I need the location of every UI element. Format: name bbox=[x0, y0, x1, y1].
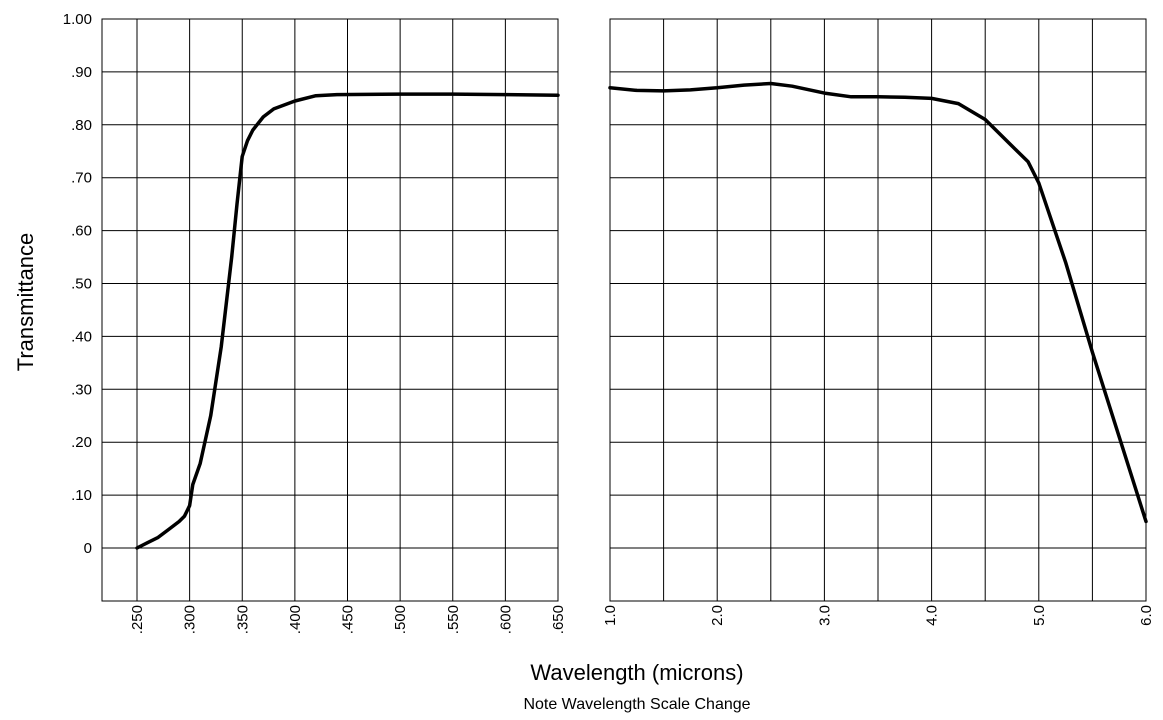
panel-frame bbox=[101, 18, 559, 602]
y-tick-label: .90 bbox=[71, 64, 92, 81]
y-tick-label: .70 bbox=[71, 170, 92, 187]
x-tick-label: .300 bbox=[182, 605, 199, 634]
x-tick-label: 5.0 bbox=[1031, 605, 1048, 626]
x-tick-label: 4.0 bbox=[924, 605, 941, 626]
x-tick-label: 2.0 bbox=[709, 605, 726, 626]
x-axis-title: Wavelength (microns) bbox=[530, 660, 743, 685]
x-tick-label: .600 bbox=[497, 605, 514, 634]
y-tick-label: .80 bbox=[71, 117, 92, 134]
y-tick-label: .30 bbox=[71, 381, 92, 398]
right-panel-ir: 1.0 2.0 3.0 4.0 5.0 6.0 bbox=[602, 18, 1155, 626]
x-tick-label: .650 bbox=[550, 605, 567, 634]
x-tick-label: .500 bbox=[392, 605, 409, 634]
y-tick-label: 0 bbox=[84, 540, 92, 557]
x-tick-label: 3.0 bbox=[816, 605, 833, 626]
x-tick-label: 1.0 bbox=[602, 605, 619, 626]
y-tick-label: 1.00 bbox=[63, 11, 92, 28]
x-tick-label: .400 bbox=[287, 605, 304, 634]
y-tick-label: .20 bbox=[71, 434, 92, 451]
x-tick-label: .250 bbox=[129, 605, 146, 634]
x-tick-label: .350 bbox=[234, 605, 251, 634]
y-tick-label: .40 bbox=[71, 328, 92, 345]
x-tick-label: .450 bbox=[340, 605, 357, 634]
left-panel-uv: .250 .300 .350 .400 .450 .500 .550 .600 .650 bbox=[101, 18, 567, 634]
x-tick-label: 6.0 bbox=[1138, 605, 1155, 626]
y-axis-ticks: 0 .10 .20 .30 .40 .50 .60 .70 .80 .90 1.00 bbox=[63, 11, 92, 557]
x-tick-label: .550 bbox=[445, 605, 462, 634]
transmittance-curve bbox=[608, 81, 1148, 524]
y-tick-label: .60 bbox=[71, 223, 92, 240]
y-axis-title: Transmittance bbox=[13, 233, 38, 372]
y-tick-label: .50 bbox=[71, 276, 92, 293]
transmittance-curve bbox=[135, 92, 560, 550]
y-tick-label: .10 bbox=[71, 487, 92, 504]
scale-change-note: Note Wavelength Scale Change bbox=[523, 696, 750, 713]
